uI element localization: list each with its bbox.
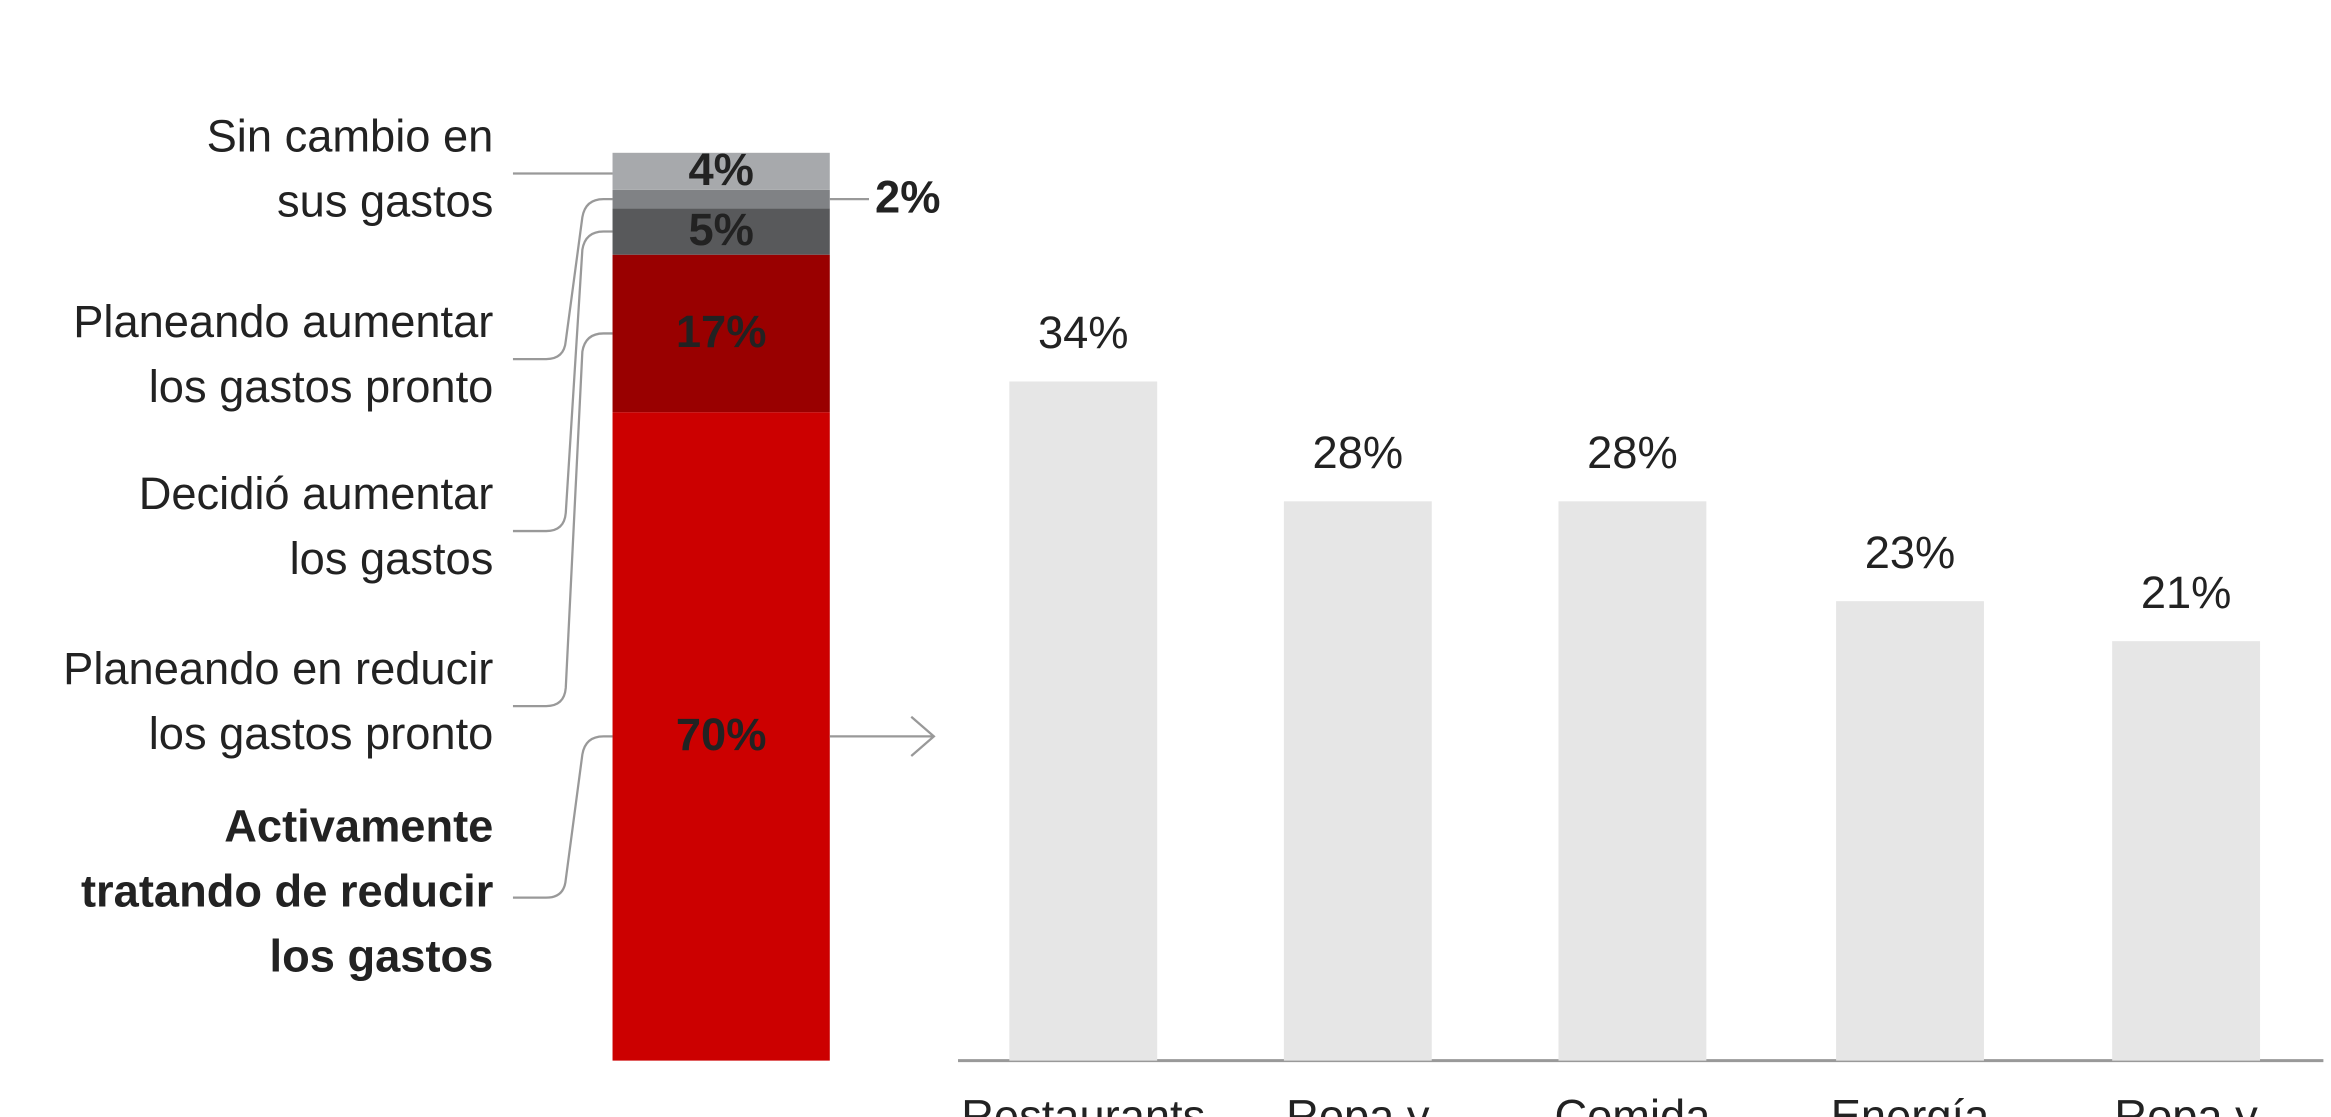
bar <box>1558 501 1707 1061</box>
value-label: 23% <box>1865 527 1956 578</box>
leader-line <box>512 230 613 533</box>
legend-label: Activamente <box>224 801 493 852</box>
legend-label: los gastos <box>270 930 494 981</box>
x-tick-label: Ropa y <box>2114 1090 2258 1117</box>
value-label: 70% <box>676 709 767 760</box>
arrow <box>829 715 936 757</box>
value-label: 34% <box>1038 307 1129 358</box>
legend-label: Planeando en reducir <box>63 643 493 694</box>
bar <box>1836 601 1984 1061</box>
legend-label: sus gastos <box>277 175 493 226</box>
bar <box>1009 381 1158 1061</box>
value-label: 2% <box>875 172 940 223</box>
stack-segment <box>612 412 830 1061</box>
legend-label: Decidió aumentar <box>139 468 494 519</box>
chart-area: 70% Activamente tratando de reducir los gas… <box>63 111 2324 1117</box>
stack-segment <box>612 189 830 209</box>
legend-label: tratando de reducir <box>81 866 493 917</box>
value-label: 28% <box>1587 427 1678 478</box>
legend-label: los gastos pronto <box>149 708 494 759</box>
value-label: 5% <box>688 204 753 255</box>
bar <box>1283 501 1432 1061</box>
leader-line <box>512 332 613 708</box>
legend-label: Planeando aumentar <box>73 296 493 347</box>
stack-segment <box>612 152 830 190</box>
x-tick-label: Ropa y <box>1286 1090 1430 1117</box>
x-tick-label: Energía <box>1831 1090 1990 1117</box>
leader-line <box>512 735 613 899</box>
x-tick-label: Restaurants <box>961 1090 1205 1117</box>
value-label: 28% <box>1313 427 1404 478</box>
legend-label: los gastos pronto <box>149 361 494 412</box>
value-label: 17% <box>676 306 767 357</box>
legend-label: Sin cambio en <box>207 111 494 162</box>
value-label: 21% <box>2141 567 2232 618</box>
bar <box>2112 641 2261 1061</box>
x-tick-label: Comida <box>1554 1090 1711 1117</box>
stack-segment <box>612 208 830 255</box>
leader-line <box>512 197 613 361</box>
stack-segment <box>612 254 830 413</box>
legend-label: los gastos <box>290 533 494 584</box>
value-label: 4% <box>688 144 753 195</box>
